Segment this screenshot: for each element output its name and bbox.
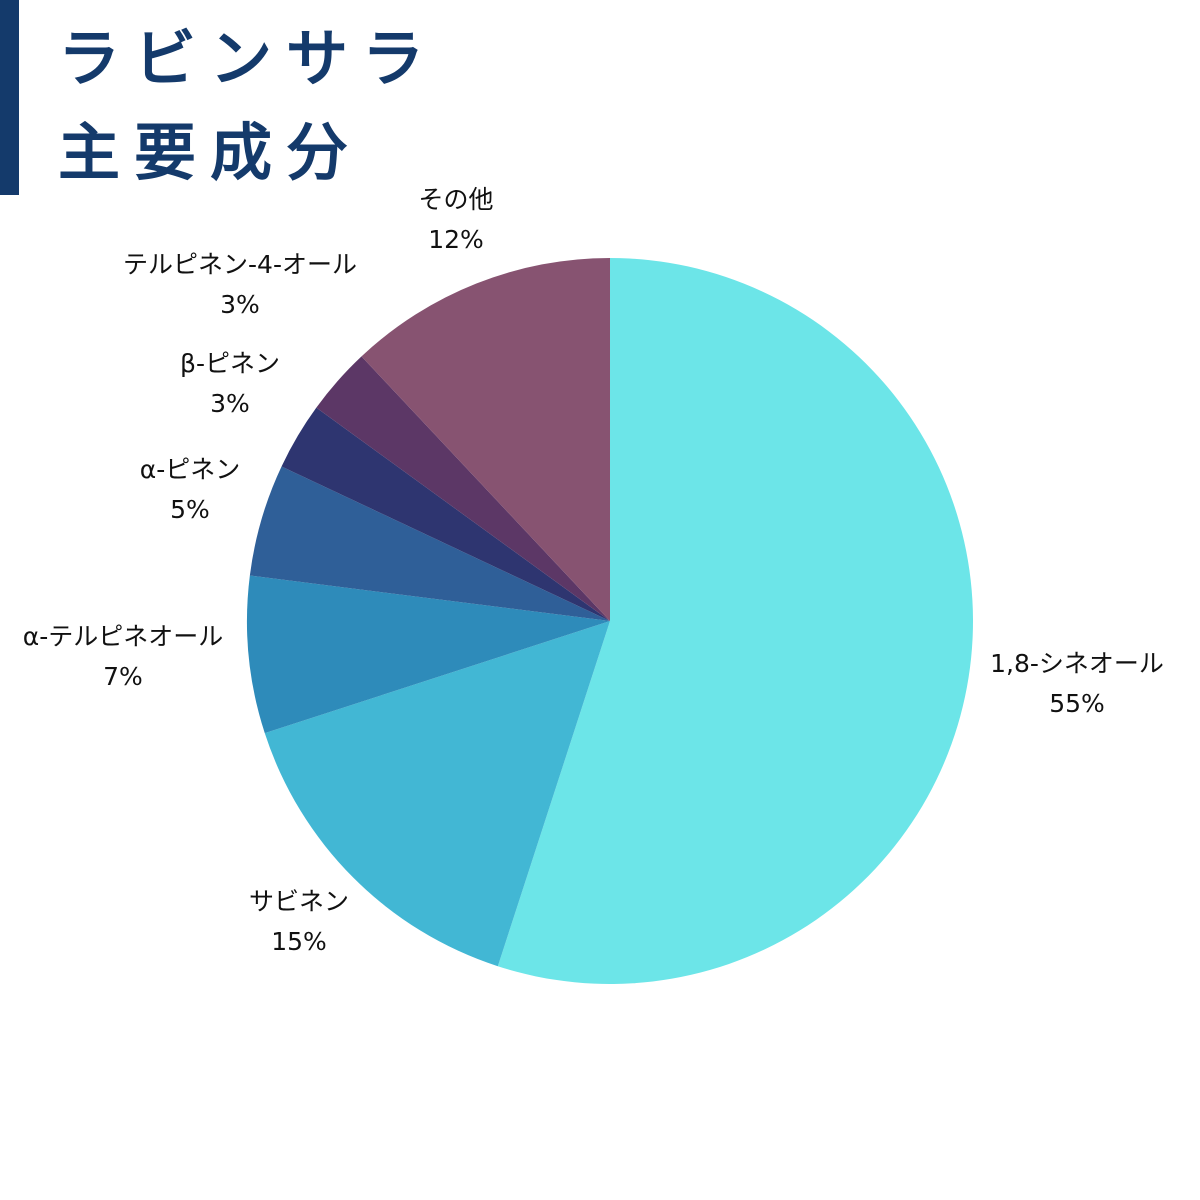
pie-label-name: その他 [418, 185, 493, 214]
pie-label-name: テルピネン-4-オール [123, 250, 357, 279]
title-accent-bar [0, 0, 19, 195]
pie-label-name: サビネン [249, 887, 349, 916]
title-line-2: 主要成分 [58, 116, 363, 189]
pie-label-value: 3% [220, 290, 260, 319]
pie-slice-2 [246, 575, 611, 734]
pie-slice-4 [281, 407, 610, 621]
pie-label-value: 7% [103, 662, 143, 691]
pie-slice-3 [249, 466, 610, 621]
pie-label-value: 55% [1049, 689, 1105, 718]
pie-label-name: 1,8-シネオール [990, 649, 1164, 678]
pie-slice-5 [316, 356, 610, 621]
pie-slice-6 [361, 258, 610, 621]
pie-label-value: 5% [170, 495, 210, 524]
pie-label-name: α-ピネン [140, 455, 241, 484]
pie-slice-0 [497, 258, 973, 984]
pie-slice-1 [264, 621, 610, 967]
pie-label-value: 3% [210, 389, 250, 418]
pie-label-value: 12% [428, 225, 484, 254]
title-line-1: ラビンサラ [58, 22, 439, 95]
pie-label-name: β-ピネン [180, 349, 280, 378]
pie-label-value: 15% [271, 927, 327, 956]
pie-label-name: α-テルピネオール [23, 622, 224, 651]
chart-title: ラビンサラ 主要成分 [58, 12, 438, 200]
